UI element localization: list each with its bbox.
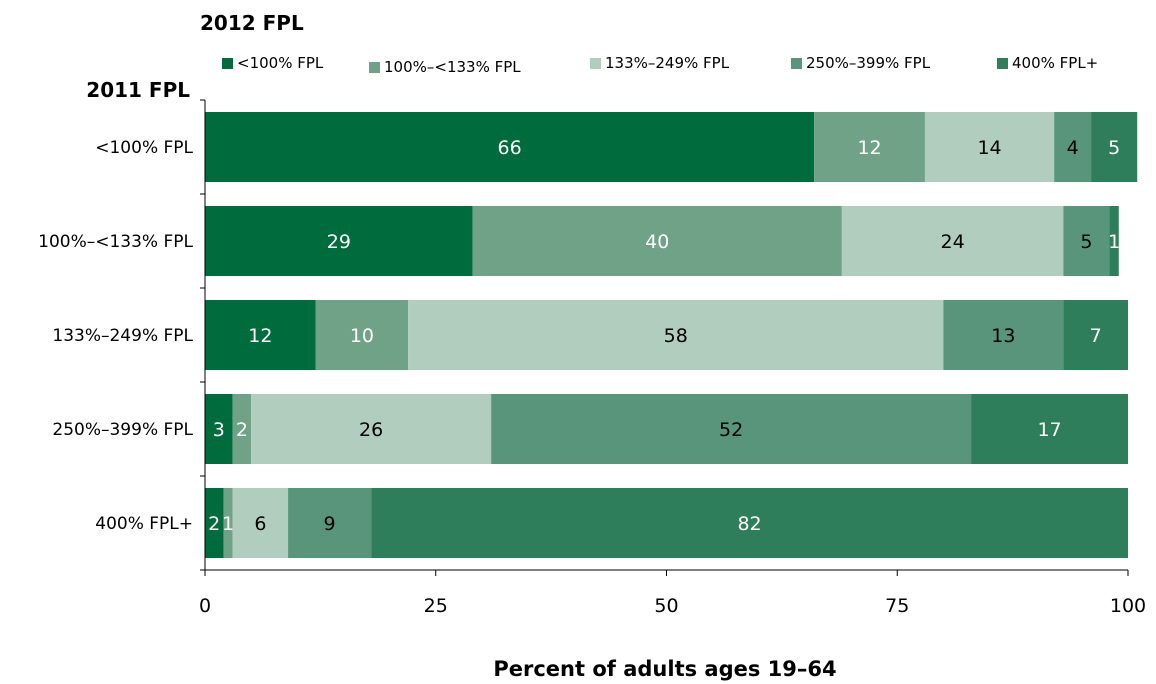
data-label: 13	[991, 325, 1015, 347]
bar-segment	[971, 394, 1128, 464]
data-label: 66	[497, 137, 521, 159]
bar-segment	[472, 206, 842, 276]
bar-segment	[924, 112, 1055, 182]
bar-segment	[232, 488, 289, 558]
legend-swatch	[997, 58, 1008, 69]
legend-label: <100% FPL	[237, 54, 324, 72]
bar-segment	[232, 394, 252, 464]
x-tick-label: 75	[885, 595, 909, 617]
category-label: 250%–399% FPL	[52, 420, 193, 440]
legend-label: 133%–249% FPL	[605, 54, 730, 72]
bar-segment	[251, 394, 492, 464]
legend-swatch	[369, 62, 380, 73]
data-label: 6	[254, 513, 266, 535]
data-label: 7	[1090, 325, 1102, 347]
legend-swatch	[222, 58, 233, 69]
bar-segment	[223, 488, 233, 558]
data-label: 14	[977, 137, 1001, 159]
data-label: 29	[327, 231, 351, 253]
bar-segment	[205, 488, 224, 558]
data-label: 52	[719, 419, 743, 441]
data-label: 40	[645, 231, 669, 253]
category-label: 400% FPL+	[95, 514, 193, 534]
data-label: 5	[1080, 231, 1092, 253]
bar-segment	[943, 300, 1064, 370]
bar-segment	[491, 394, 972, 464]
data-label: 24	[941, 231, 965, 253]
x-tick-label: 0	[199, 595, 211, 617]
data-label: 1	[1108, 231, 1120, 253]
data-label: 5	[1108, 137, 1120, 159]
bar-segment	[205, 394, 233, 464]
legend-title: 2012 FPL	[200, 11, 304, 35]
category-label: 133%–249% FPL	[52, 326, 193, 346]
bar-segment	[205, 112, 815, 182]
bar-segment	[1091, 112, 1138, 182]
bar-segment	[205, 206, 473, 276]
data-label: 58	[664, 325, 688, 347]
x-tick-label: 50	[654, 595, 678, 617]
bar-segment	[288, 488, 372, 558]
legend-label: 250%–399% FPL	[806, 54, 931, 72]
bar-segment	[1063, 300, 1128, 370]
legend-swatch	[590, 58, 601, 69]
data-label: 2	[208, 513, 220, 535]
bar-segment	[1063, 206, 1110, 276]
data-label: 9	[324, 513, 336, 535]
bar-segment	[1109, 206, 1119, 276]
data-label: 4	[1067, 137, 1079, 159]
bar-segment	[841, 206, 1064, 276]
bar-segment	[1054, 112, 1092, 182]
category-label: 100%–<133% FPL	[38, 232, 193, 252]
data-label: 12	[248, 325, 272, 347]
data-label: 10	[350, 325, 374, 347]
bar-segment	[371, 488, 1128, 558]
x-tick-label: 25	[424, 595, 448, 617]
y-axis-title: 2011 FPL	[86, 78, 190, 102]
data-label: 26	[359, 419, 383, 441]
data-label: 17	[1037, 419, 1061, 441]
legend-swatch	[791, 58, 802, 69]
legend-label: 100%–<133% FPL	[384, 58, 521, 76]
data-label: 2	[236, 419, 248, 441]
data-label: 82	[737, 513, 761, 535]
bar-segment	[408, 300, 944, 370]
x-axis-title: Percent of adults ages 19–64	[493, 657, 836, 681]
data-label: 3	[213, 419, 225, 441]
bar-segment	[814, 112, 925, 182]
legend-label: 400% FPL+	[1012, 54, 1098, 72]
data-label: 1	[222, 513, 234, 535]
category-label: <100% FPL	[95, 138, 193, 158]
data-label: 12	[857, 137, 881, 159]
bar-segment	[315, 300, 409, 370]
x-tick-label: 100	[1110, 595, 1146, 617]
bar-segment	[205, 300, 316, 370]
